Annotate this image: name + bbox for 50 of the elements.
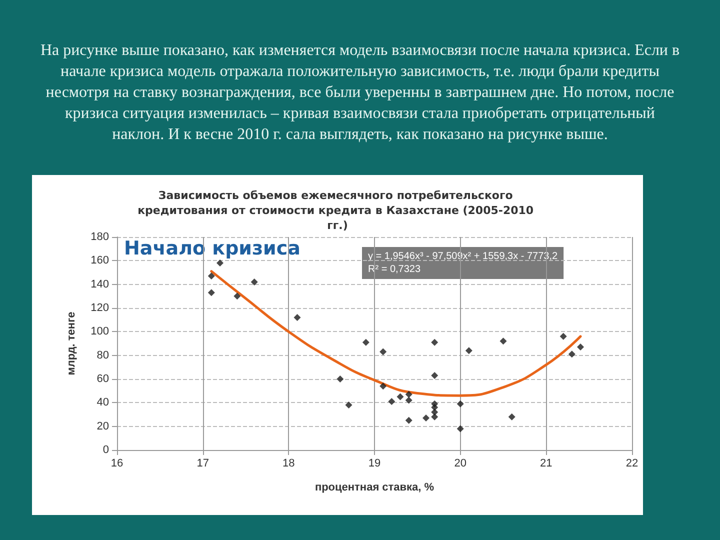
point: [465, 347, 472, 354]
point: [431, 338, 438, 346]
x-tick-label: 22: [626, 458, 638, 470]
point: [500, 338, 507, 345]
y-tick-label: 160: [90, 254, 109, 267]
point: [560, 332, 567, 340]
point: [396, 393, 404, 400]
point: [405, 416, 412, 424]
y-tick-label: 60: [96, 373, 109, 385]
x-axis-title: процентная ставка, %: [314, 482, 434, 494]
annotation: Начало кризиса: [124, 238, 300, 260]
y-tick-label: 120: [90, 302, 109, 314]
x-tick-label: 21: [540, 458, 552, 470]
y-tick-label: 0: [102, 444, 109, 456]
point: [336, 376, 344, 382]
y-tick-label: 180: [90, 231, 109, 243]
point: [508, 413, 516, 420]
x-tick-label: 17: [196, 458, 209, 470]
x-tick-label: 20: [454, 458, 466, 470]
point: [577, 344, 584, 351]
point: [388, 398, 396, 405]
point: [208, 289, 215, 296]
point: [456, 400, 464, 408]
point: [405, 390, 412, 398]
point: [216, 260, 224, 267]
y-axis-title: млрд. тенге: [66, 312, 78, 376]
point: [456, 425, 464, 432]
point: [234, 292, 241, 300]
chart-title: Зависимость объемов ежемесячного потребительского кредитования от стоимости кредита в Казахстане (2005-2010 гг.): [138, 189, 538, 232]
point: [431, 413, 438, 420]
y-tick-label: 80: [96, 349, 109, 362]
y-tick-label: 100: [90, 326, 109, 338]
point: [250, 278, 258, 286]
point: [568, 350, 576, 358]
point: [405, 396, 412, 404]
x-tick-label: 18: [282, 458, 295, 470]
point: [362, 338, 370, 346]
point: [431, 372, 438, 379]
point: [380, 348, 387, 356]
x-tick-label: 16: [110, 458, 124, 470]
y-tick-label: 140: [90, 278, 109, 290]
point: [380, 382, 387, 390]
point: [208, 272, 215, 280]
point: [345, 402, 352, 409]
y-tick-label: 40: [96, 396, 109, 409]
x-tick-label: 19: [368, 458, 381, 470]
text: На рисунке выше показано, как изменяется модель взаимосвязи после начала кризиса. Если в начале кризиса модель отражала положительную зависимость, т.е. люди брали кредиты несмотря на ставку вознаграждения, все были уверенны в завтрашнем дне. Но потом, после кризиса ситуация изменилась – кривая взаимосвязи стала приобретать отрицательный наклон. И к весне 2010 г. сала выглядеть, как показано на рисунке выше.: [40, 41, 680, 145]
point: [422, 414, 430, 422]
point: [294, 314, 301, 321]
y-tick-label: 20: [96, 420, 109, 432]
